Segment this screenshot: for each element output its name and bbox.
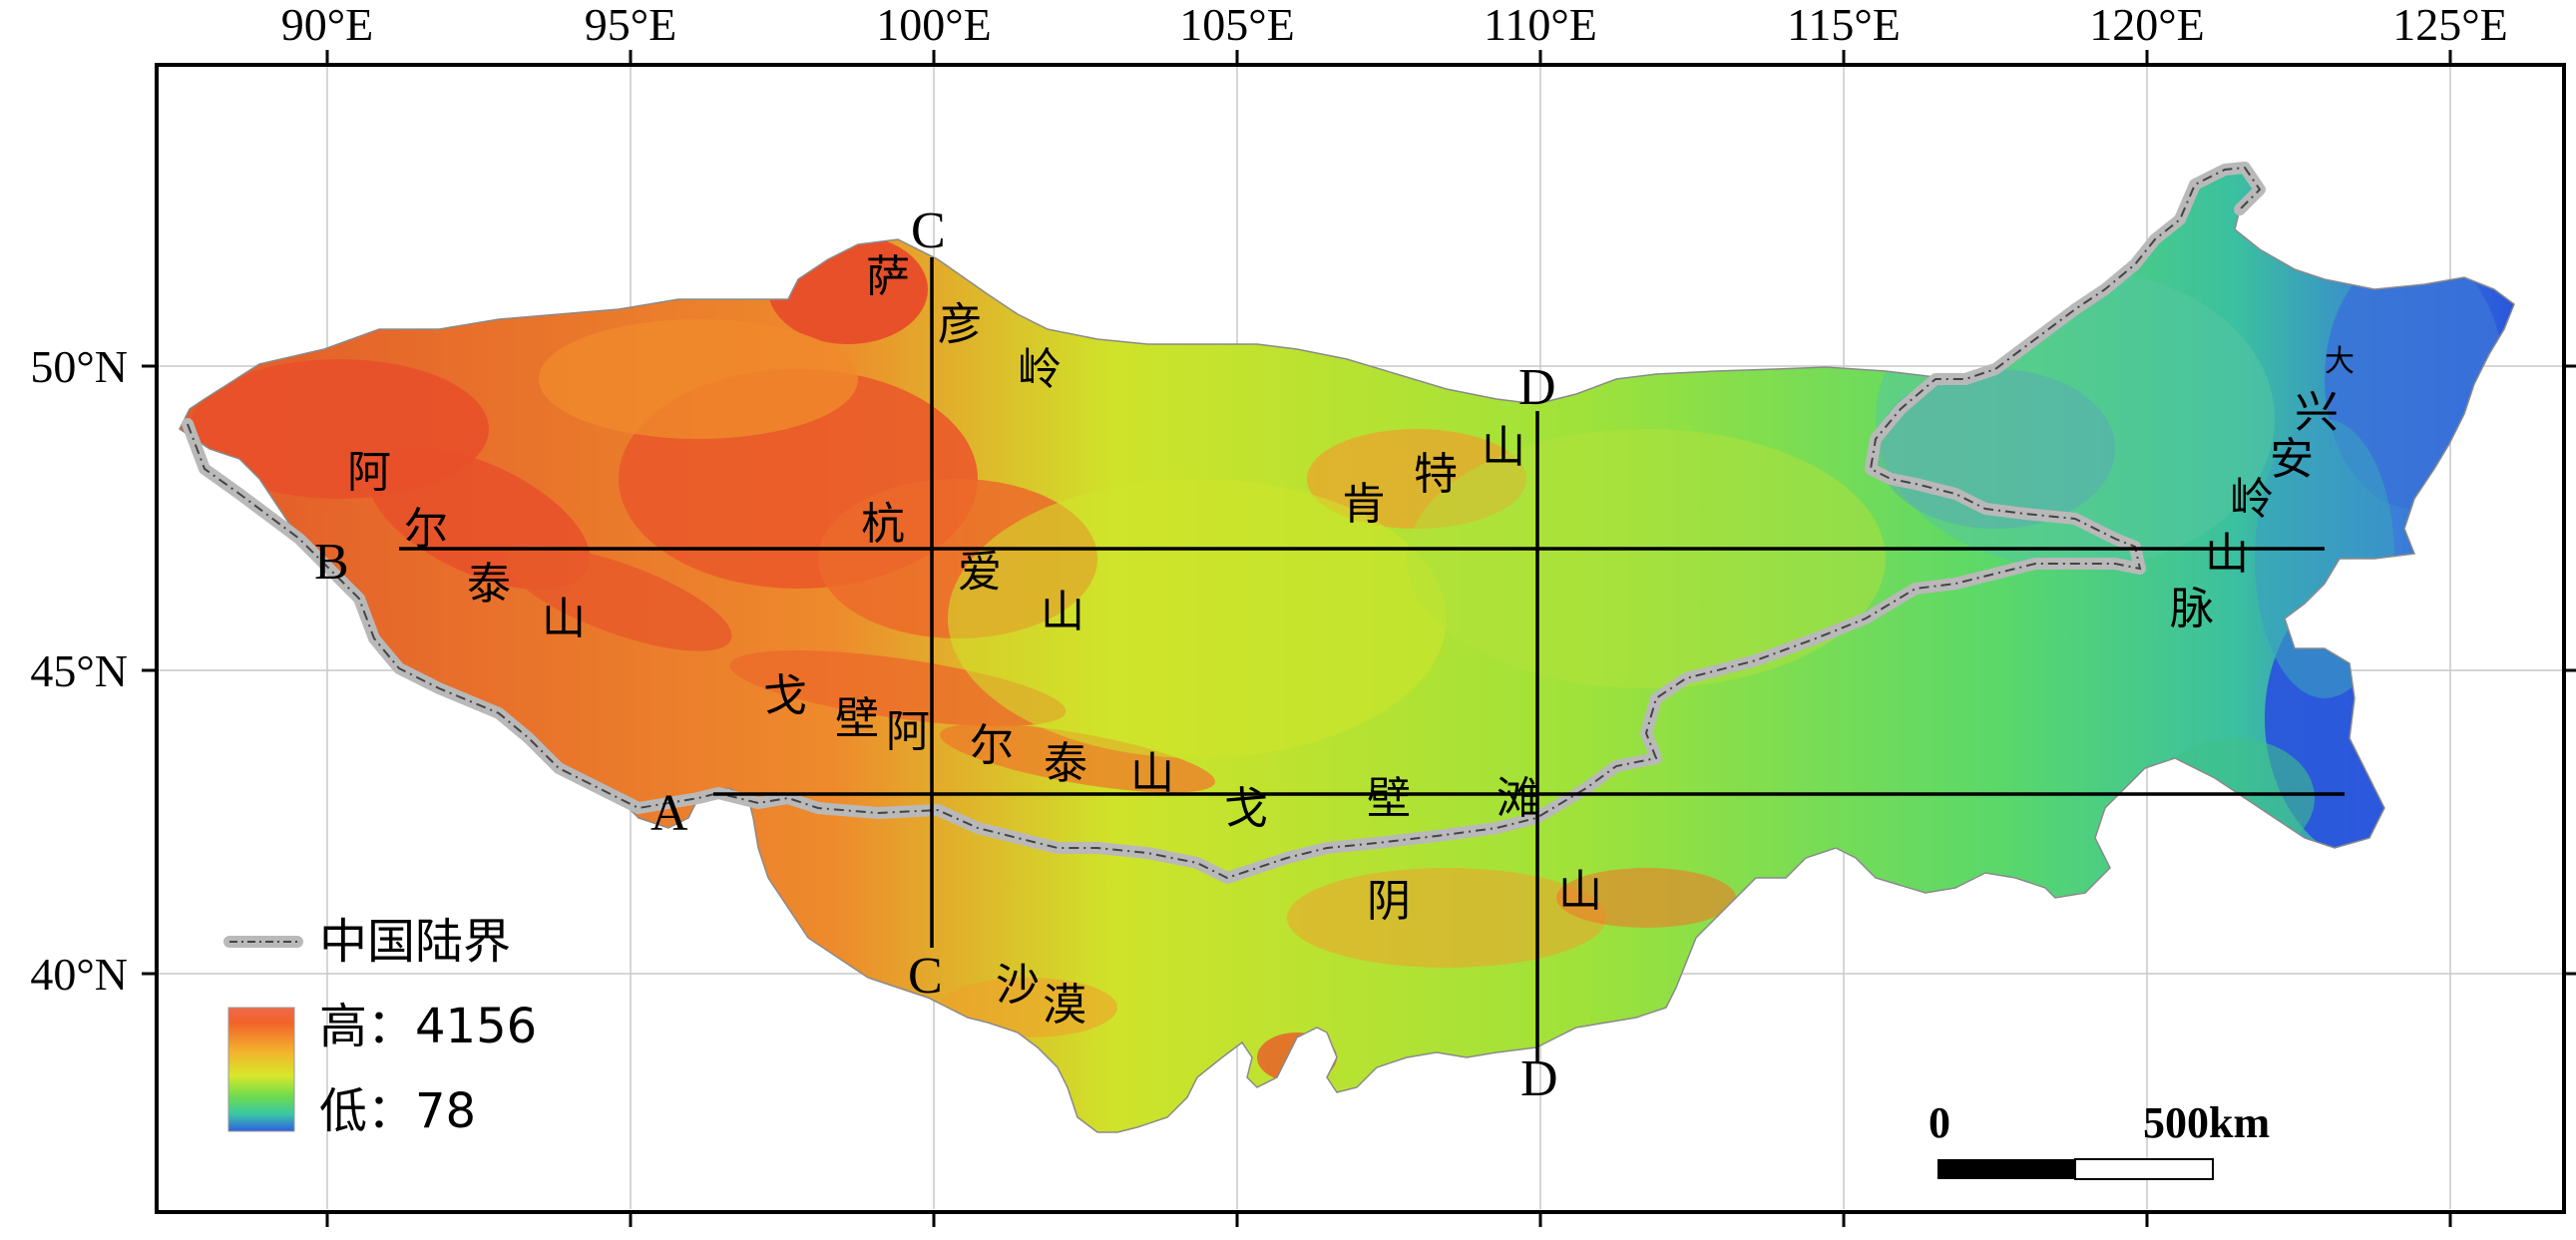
section-label-c-bottom: C <box>908 948 943 1005</box>
khingan-label: 脉 <box>2170 584 2214 634</box>
lon-label: 115°E <box>1787 0 1901 50</box>
lon-label: 90°E <box>281 0 374 50</box>
desert-label: 沙 <box>996 960 1040 1011</box>
khentii-label: 肯 <box>1342 479 1386 530</box>
gobi-altai-label: 壁 <box>835 693 879 744</box>
lat-label: 50°N <box>30 341 128 392</box>
yinshan-label: 山 <box>1558 866 1602 917</box>
desert-label: 漠 <box>1043 980 1086 1031</box>
lon-label: 125°E <box>2392 0 2508 50</box>
gobi-altai-label: 山 <box>1130 748 1174 799</box>
altai-label: 泰 <box>467 559 511 610</box>
longitude-labels: 90°E 95°E 100°E 105°E 110°E 115°E 120°E … <box>281 0 2508 50</box>
scale-distance-label: 500km <box>2143 1098 2270 1147</box>
lat-label: 40°N <box>30 949 128 1000</box>
altai-label: 尔 <box>404 504 448 555</box>
khingan-label: 山 <box>2205 529 2249 580</box>
legend-elevation-ramp <box>227 1007 295 1132</box>
khingan-label: 岭 <box>2230 474 2274 525</box>
lon-label: 120°E <box>2089 0 2205 50</box>
gobi-altai-label: 泰 <box>1044 738 1087 789</box>
scale-bar: 0 500km <box>1929 1098 2270 1180</box>
khentii-label: 特 <box>1414 449 1458 500</box>
region-labels: 萨 彦 岭 阿 尔 泰 山 杭 爱 山 肯 特 山 戈 壁 阿 尔 泰 山 戈 … <box>347 251 2355 1031</box>
scale-bar-white-segment <box>2074 1158 2214 1180</box>
map-frame <box>155 63 2566 1214</box>
frame-ticks <box>142 50 2576 1227</box>
lat-label: 45°N <box>30 645 128 696</box>
china-border-line <box>182 162 2266 884</box>
legend-high-label: 高：4156 <box>319 999 537 1054</box>
hangai-label: 杭 <box>861 499 905 550</box>
yinshan-label: 阴 <box>1367 876 1411 927</box>
khingan-label: 兴 <box>2295 387 2339 438</box>
section-lines <box>399 257 2345 1062</box>
sayan-label: 彦 <box>938 299 982 350</box>
section-label-d-top: D <box>1518 359 1556 416</box>
lon-label: 105°E <box>1179 0 1295 50</box>
lon-label: 110°E <box>1484 0 1597 50</box>
elevation-land <box>179 167 2515 1133</box>
section-labels: A B C C D D <box>314 203 1558 1107</box>
gobi-altai-label: 尔 <box>970 720 1014 771</box>
scale-bar-black-segment <box>1937 1159 2075 1179</box>
gobi-label: 戈 <box>1224 783 1268 834</box>
gobi-label: 滩 <box>1497 773 1540 824</box>
latitude-labels: 50°N 45°N 40°N <box>30 341 128 1000</box>
hangai-label: 爱 <box>958 547 1002 598</box>
section-label-b: B <box>314 534 349 591</box>
sayan-label: 岭 <box>1018 344 1062 395</box>
gobi-label: 壁 <box>1367 773 1411 824</box>
gobi-altai-label: 戈 <box>763 670 807 721</box>
lon-label: 100°E <box>876 0 992 50</box>
khingan-label: 安 <box>2270 434 2314 485</box>
section-label-d-bottom: D <box>1520 1050 1558 1107</box>
gobi-altai-label: 阿 <box>886 706 930 757</box>
legend-low-label: 低：78 <box>319 1083 476 1139</box>
legend: 中国陆界 高：4156 低：78 <box>223 914 537 1139</box>
legend-border-label: 中国陆界 <box>319 914 511 970</box>
khingan-label: 大 <box>2325 344 2355 379</box>
altai-label: 山 <box>542 594 586 644</box>
hangai-label: 山 <box>1041 587 1084 637</box>
sayan-label: 萨 <box>866 251 910 302</box>
altai-label: 阿 <box>347 447 391 498</box>
section-label-a: A <box>650 785 688 842</box>
scale-zero-label: 0 <box>1929 1098 1950 1147</box>
khentii-label: 山 <box>1482 422 1525 473</box>
section-label-c-top: C <box>911 203 946 259</box>
lon-label: 95°E <box>585 0 677 50</box>
